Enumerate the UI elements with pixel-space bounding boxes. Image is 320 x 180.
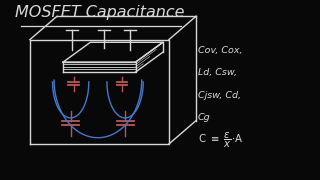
Text: Ld, Csw,: Ld, Csw, xyxy=(198,68,236,77)
Text: Cov, Cox,: Cov, Cox, xyxy=(198,46,242,55)
Text: Cjsw, Cd,: Cjsw, Cd, xyxy=(198,91,241,100)
Text: Cg: Cg xyxy=(198,113,210,122)
Text: C $\equiv$ $\dfrac{\varepsilon}{x}$$\cdot$A: C $\equiv$ $\dfrac{\varepsilon}{x}$$\cdo… xyxy=(198,131,243,150)
Text: MOSFET Capacitance: MOSFET Capacitance xyxy=(15,5,184,20)
